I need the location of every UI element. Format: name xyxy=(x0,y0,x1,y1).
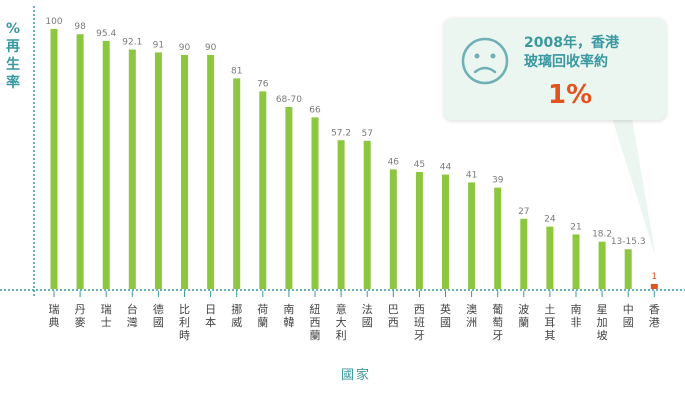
bar-23 xyxy=(650,284,658,289)
category-label-20: 南非 xyxy=(571,303,582,329)
category-label-22: 中國 xyxy=(623,303,634,329)
callout-pointer xyxy=(612,118,656,258)
value-label-7: 81 xyxy=(231,66,242,76)
category-label-2: 瑞士 xyxy=(101,302,112,329)
value-label-12: 57 xyxy=(361,129,372,139)
category-label-21: 星加坡 xyxy=(597,303,608,342)
value-label-0: 100 xyxy=(45,17,62,27)
bar-0 xyxy=(50,29,58,289)
bar-12 xyxy=(363,140,371,289)
value-label-2: 95.4 xyxy=(96,29,116,39)
category-label-3: 台灣 xyxy=(127,302,138,329)
bar-14 xyxy=(415,172,423,289)
category-label-13: 巴西 xyxy=(388,303,399,329)
bar-19 xyxy=(546,226,554,289)
bar-2 xyxy=(102,40,110,290)
bar-3 xyxy=(128,49,136,289)
bar-1 xyxy=(76,34,84,290)
bar-15 xyxy=(442,174,449,289)
value-label-6: 90 xyxy=(205,43,217,53)
value-label-22: 13-15.3 xyxy=(611,237,646,247)
bar-11 xyxy=(337,140,345,289)
callout-box: 2008年，香港 玻璃回收率約 1% xyxy=(444,18,666,120)
category-label-5: 比利時 xyxy=(179,303,190,342)
category-label-23: 香港 xyxy=(649,303,660,329)
bar-5 xyxy=(181,55,188,289)
category-label-16: 澳洲 xyxy=(466,303,477,329)
value-label-21: 18.2 xyxy=(592,230,612,240)
category-label-17: 葡萄牙 xyxy=(492,303,503,342)
bar-22 xyxy=(624,249,632,289)
category-label-14: 西班牙 xyxy=(414,303,425,342)
bar-6 xyxy=(207,55,215,289)
value-label-4: 91 xyxy=(153,40,164,50)
sad-face-icon xyxy=(461,37,509,85)
value-label-13: 46 xyxy=(388,157,400,167)
value-label-16: 41 xyxy=(466,170,477,180)
value-label-11: 57.2 xyxy=(331,128,351,138)
value-label-5: 90 xyxy=(179,43,191,53)
bar-18 xyxy=(520,218,528,289)
value-label-20: 21 xyxy=(570,222,581,232)
value-label-14: 45 xyxy=(414,160,425,170)
category-label-8: 荷蘭 xyxy=(257,303,268,329)
bar-9 xyxy=(285,107,293,289)
value-label-15: 44 xyxy=(440,163,452,173)
category-label-1: 丹麥 xyxy=(75,303,86,329)
category-label-10: 紐西蘭 xyxy=(310,303,321,342)
category-label-19: 土耳其 xyxy=(544,303,555,342)
value-label-18: 27 xyxy=(518,207,529,217)
bar-13 xyxy=(389,169,397,289)
bar-21 xyxy=(598,241,606,289)
callout-line1: 2008年，香港 xyxy=(524,35,619,51)
bar-10 xyxy=(311,117,319,290)
bar-17 xyxy=(494,187,502,289)
bar-16 xyxy=(468,182,476,289)
bar-4 xyxy=(154,52,162,290)
value-label-23: 1 xyxy=(651,272,657,282)
category-label-0: 瑞典 xyxy=(49,302,60,329)
y-axis-label: %再生率 xyxy=(5,21,21,91)
bar-8 xyxy=(259,91,267,290)
callout-value: 1% xyxy=(548,80,593,110)
category-label-9: 南韓 xyxy=(283,303,294,329)
category-label-15: 英國 xyxy=(440,302,451,329)
bar-20 xyxy=(572,234,580,289)
category-label-11: 意大利 xyxy=(336,302,347,342)
value-label-8: 76 xyxy=(257,79,269,89)
category-label-6: 日本 xyxy=(205,303,216,329)
bar-7 xyxy=(233,78,241,290)
value-label-1: 98 xyxy=(74,22,86,32)
value-label-3: 92.1 xyxy=(122,38,142,48)
value-label-19: 24 xyxy=(544,215,556,225)
callout-line2: 玻璃回收率約 xyxy=(524,54,608,70)
category-label-7: 挪威 xyxy=(231,302,242,329)
category-label-18: 波蘭 xyxy=(518,303,529,329)
callout-text: 2008年，香港 玻璃回收率約 xyxy=(524,34,654,72)
value-label-10: 66 xyxy=(309,105,321,115)
category-label-12: 法國 xyxy=(362,302,373,329)
category-label-4: 德國 xyxy=(153,302,164,329)
value-label-17: 39 xyxy=(492,176,504,186)
value-label-9: 68-70 xyxy=(276,95,302,105)
